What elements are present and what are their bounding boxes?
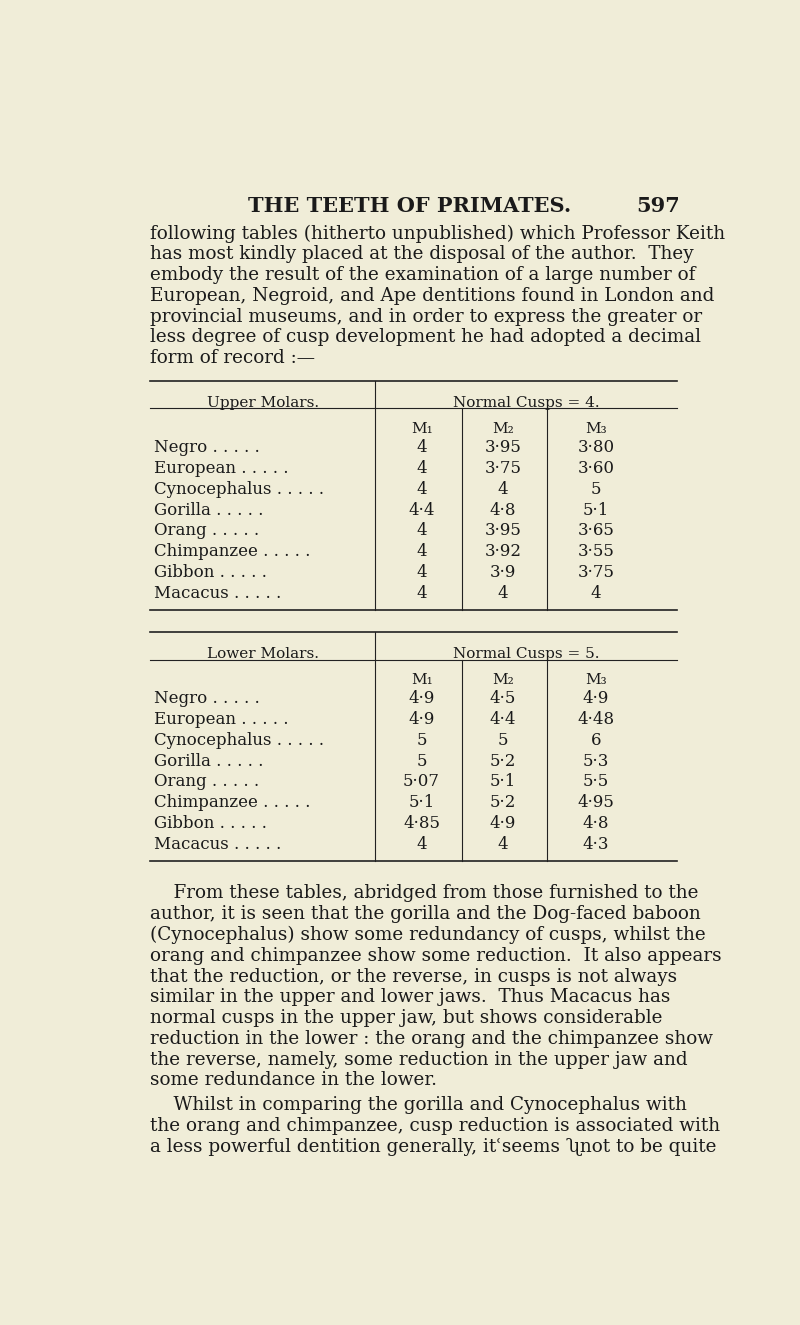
Text: 4: 4 <box>416 481 427 498</box>
Text: 4: 4 <box>498 836 508 853</box>
Text: European . . . . .: European . . . . . <box>154 460 289 477</box>
Text: 3·65: 3·65 <box>578 522 614 539</box>
Text: the orang and chimpanzee, cusp reduction is associated with: the orang and chimpanzee, cusp reduction… <box>150 1117 721 1136</box>
Text: 5·1: 5·1 <box>583 502 609 518</box>
Text: European . . . . .: European . . . . . <box>154 712 289 729</box>
Text: 3·9: 3·9 <box>490 564 516 582</box>
Text: 3·92: 3·92 <box>485 543 522 560</box>
Text: form of record :—: form of record :— <box>150 350 315 367</box>
Text: Chimpanzee . . . . .: Chimpanzee . . . . . <box>154 794 310 811</box>
Text: 4·4: 4·4 <box>490 712 516 729</box>
Text: 4·5: 4·5 <box>490 690 516 708</box>
Text: Gorilla . . . . .: Gorilla . . . . . <box>154 502 264 518</box>
Text: Chimpanzee . . . . .: Chimpanzee . . . . . <box>154 543 310 560</box>
Text: has most kindly placed at the disposal of the author.  They: has most kindly placed at the disposal o… <box>150 245 694 264</box>
Text: the reverse, namely, some reduction in the upper jaw and: the reverse, namely, some reduction in t… <box>150 1051 688 1069</box>
Text: 5: 5 <box>498 731 508 749</box>
Text: embody the result of the examination of a large number of: embody the result of the examination of … <box>150 266 696 284</box>
Text: provincial museums, and in order to express the greater or: provincial museums, and in order to expr… <box>150 307 702 326</box>
Text: 4: 4 <box>416 564 427 582</box>
Text: 4·85: 4·85 <box>403 815 440 832</box>
Text: Gorilla . . . . .: Gorilla . . . . . <box>154 753 264 770</box>
Text: 4·8: 4·8 <box>582 815 610 832</box>
Text: 5: 5 <box>416 731 427 749</box>
Text: 597: 597 <box>636 196 680 216</box>
Text: Gibbon . . . . .: Gibbon . . . . . <box>154 815 267 832</box>
Text: Cynocephalus . . . . .: Cynocephalus . . . . . <box>154 731 324 749</box>
Text: European, Negroid, and Ape dentitions found in London and: European, Negroid, and Ape dentitions fo… <box>150 286 714 305</box>
Text: 6: 6 <box>590 731 602 749</box>
Text: Orang . . . . .: Orang . . . . . <box>154 522 259 539</box>
Text: 3·75: 3·75 <box>485 460 522 477</box>
Text: 4·48: 4·48 <box>578 712 614 729</box>
Text: Macacus . . . . .: Macacus . . . . . <box>154 584 282 602</box>
Text: Negro . . . . .: Negro . . . . . <box>154 690 260 708</box>
Text: 3·95: 3·95 <box>485 440 522 456</box>
Text: 4: 4 <box>416 836 427 853</box>
Text: that the reduction, or the reverse, in cusps is not always: that the reduction, or the reverse, in c… <box>150 967 678 986</box>
Text: 4: 4 <box>498 584 508 602</box>
Text: 4·95: 4·95 <box>578 794 614 811</box>
Text: 3·80: 3·80 <box>578 440 614 456</box>
Text: some redundance in the lower.: some redundance in the lower. <box>150 1072 438 1089</box>
Text: normal cusps in the upper jaw, but shows considerable: normal cusps in the upper jaw, but shows… <box>150 1010 663 1027</box>
Text: 4: 4 <box>590 584 602 602</box>
Text: 4: 4 <box>416 522 427 539</box>
Text: Normal Cusps = 4.: Normal Cusps = 4. <box>453 396 599 411</box>
Text: 4·9: 4·9 <box>409 712 435 729</box>
Text: 4·3: 4·3 <box>582 836 610 853</box>
Text: 4: 4 <box>498 481 508 498</box>
Text: 5: 5 <box>590 481 602 498</box>
Text: 4: 4 <box>416 543 427 560</box>
Text: 5·2: 5·2 <box>490 794 516 811</box>
Text: M₂: M₂ <box>492 423 514 436</box>
Text: M₁: M₁ <box>410 673 433 688</box>
Text: (Cynocephalus) show some redundancy of cusps, whilst the: (Cynocephalus) show some redundancy of c… <box>150 926 706 945</box>
Text: less degree of cusp development he had adopted a decimal: less degree of cusp development he had a… <box>150 329 702 346</box>
Text: THE TEETH OF PRIMATES.: THE TEETH OF PRIMATES. <box>248 196 572 216</box>
Text: M₃: M₃ <box>585 423 607 436</box>
Text: Orang . . . . .: Orang . . . . . <box>154 774 259 791</box>
Text: Whilst in comparing the gorilla and Cynocephalus with: Whilst in comparing the gorilla and Cyno… <box>150 1096 687 1114</box>
Text: 5·5: 5·5 <box>583 774 609 791</box>
Text: Normal Cusps = 5.: Normal Cusps = 5. <box>453 647 599 661</box>
Text: Lower Molars.: Lower Molars. <box>206 647 318 661</box>
Text: Negro . . . . .: Negro . . . . . <box>154 440 260 456</box>
Text: 4·9: 4·9 <box>409 690 435 708</box>
Text: orang and chimpanzee show some reduction.  It also appears: orang and chimpanzee show some reduction… <box>150 946 722 965</box>
Text: 4·9: 4·9 <box>583 690 609 708</box>
Text: M₁: M₁ <box>410 423 433 436</box>
Text: 4·4: 4·4 <box>408 502 435 518</box>
Text: Macacus . . . . .: Macacus . . . . . <box>154 836 282 853</box>
Text: 4: 4 <box>416 584 427 602</box>
Text: 4·9: 4·9 <box>490 815 516 832</box>
Text: M₂: M₂ <box>492 673 514 688</box>
Text: 5·2: 5·2 <box>490 753 516 770</box>
Text: 3·95: 3·95 <box>485 522 522 539</box>
Text: 4: 4 <box>416 440 427 456</box>
Text: reduction in the lower : the orang and the chimpanzee show: reduction in the lower : the orang and t… <box>150 1030 714 1048</box>
Text: 3·75: 3·75 <box>578 564 614 582</box>
Text: 5·1: 5·1 <box>490 774 516 791</box>
Text: 5·1: 5·1 <box>409 794 435 811</box>
Text: Cynocephalus . . . . .: Cynocephalus . . . . . <box>154 481 324 498</box>
Text: Gibbon . . . . .: Gibbon . . . . . <box>154 564 267 582</box>
Text: From these tables, abridged from those furnished to the: From these tables, abridged from those f… <box>150 884 699 902</box>
Text: 4: 4 <box>416 460 427 477</box>
Text: author, it is seen that the gorilla and the Dog-faced baboon: author, it is seen that the gorilla and … <box>150 905 701 924</box>
Text: 5: 5 <box>416 753 427 770</box>
Text: M₃: M₃ <box>585 673 607 688</box>
Text: 3·55: 3·55 <box>578 543 614 560</box>
Text: similar in the upper and lower jaws.  Thus Macacus has: similar in the upper and lower jaws. Thu… <box>150 988 670 1006</box>
Text: 5·07: 5·07 <box>403 774 440 791</box>
Text: 5·3: 5·3 <box>583 753 609 770</box>
Text: a less powerful dentition generally, itʿseems ʯnot to be quite: a less powerful dentition generally, itʿ… <box>150 1138 717 1155</box>
Text: 3·60: 3·60 <box>578 460 614 477</box>
Text: following tables (hitherto unpublished) which Professor Keith: following tables (hitherto unpublished) … <box>150 224 726 242</box>
Text: Upper Molars.: Upper Molars. <box>206 396 319 411</box>
Text: 4·8: 4·8 <box>490 502 516 518</box>
